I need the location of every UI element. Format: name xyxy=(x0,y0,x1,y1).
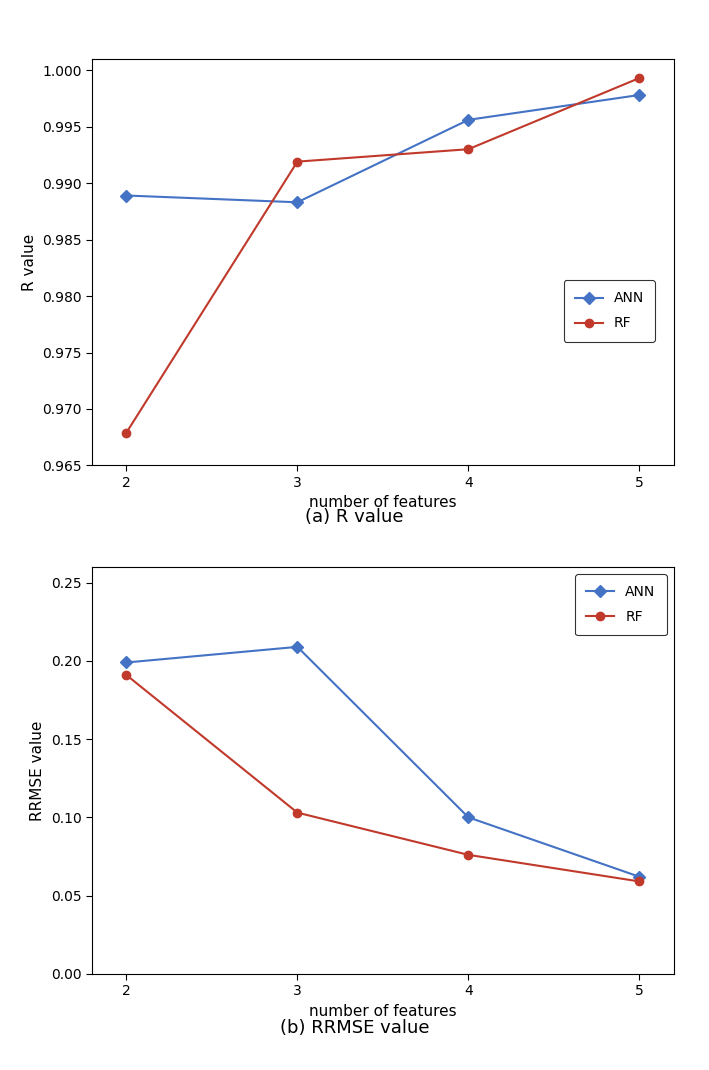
RF xyxy=(464,142,473,155)
ANN xyxy=(635,89,644,102)
ANN xyxy=(635,870,644,883)
ANN xyxy=(122,189,130,202)
RF xyxy=(635,72,644,85)
Text: (a) R value: (a) R value xyxy=(306,508,403,526)
Line: RF: RF xyxy=(122,671,644,886)
ANN xyxy=(464,811,473,824)
ANN xyxy=(464,113,473,126)
Line: ANN: ANN xyxy=(122,91,644,207)
Line: ANN: ANN xyxy=(122,643,644,881)
ANN xyxy=(293,641,301,654)
RF xyxy=(293,806,301,819)
ANN xyxy=(293,196,301,209)
RF xyxy=(293,155,301,168)
ANN xyxy=(122,656,130,669)
X-axis label: number of features: number of features xyxy=(309,1004,457,1019)
Y-axis label: RRMSE value: RRMSE value xyxy=(30,720,45,821)
RF xyxy=(464,849,473,861)
Line: RF: RF xyxy=(122,74,644,437)
Text: (b) RRMSE value: (b) RRMSE value xyxy=(280,1019,429,1037)
RF xyxy=(122,669,130,682)
Legend: ANN, RF: ANN, RF xyxy=(564,280,655,341)
RF xyxy=(122,426,130,439)
Y-axis label: R value: R value xyxy=(21,233,37,291)
X-axis label: number of features: number of features xyxy=(309,495,457,510)
RF xyxy=(635,875,644,888)
Legend: ANN, RF: ANN, RF xyxy=(575,574,666,636)
